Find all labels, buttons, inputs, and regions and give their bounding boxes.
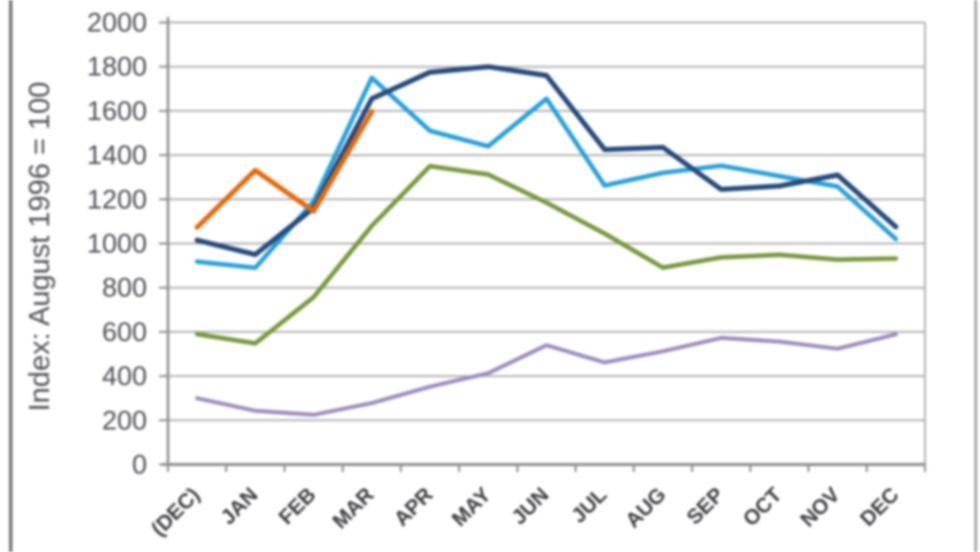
svg-text:0: 0	[132, 450, 147, 480]
svg-text:1800: 1800	[87, 52, 147, 82]
svg-text:600: 600	[102, 317, 147, 347]
svg-text:1000: 1000	[87, 229, 147, 259]
svg-text:Index: August 1996 = 100: Index: August 1996 = 100	[24, 82, 56, 412]
svg-text:2000: 2000	[87, 8, 147, 38]
svg-text:200: 200	[102, 405, 147, 435]
svg-text:1400: 1400	[87, 140, 147, 170]
svg-text:800: 800	[102, 273, 147, 303]
svg-text:1200: 1200	[87, 184, 147, 214]
svg-text:400: 400	[102, 361, 147, 391]
svg-text:1600: 1600	[87, 96, 147, 126]
